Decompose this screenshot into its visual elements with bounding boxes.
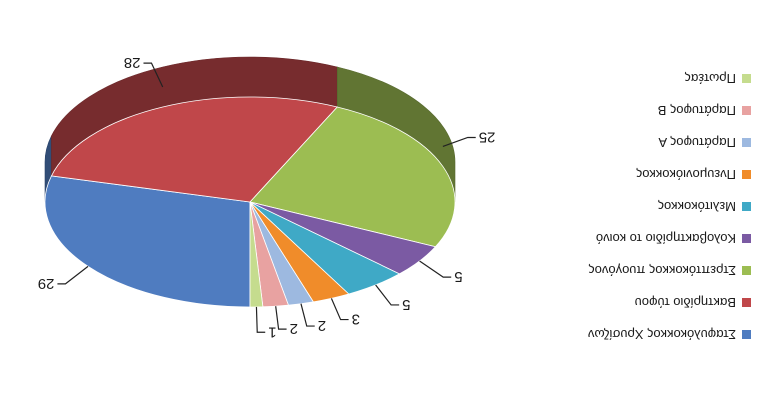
legend-swatch [742, 106, 751, 115]
legend-label: Βακτηρίδιο τύφου [635, 295, 736, 310]
value-label-7: 2 [318, 317, 326, 334]
legend-swatch [742, 202, 751, 211]
leader-line-8 [275, 306, 287, 330]
value-label-9: 1 [268, 323, 276, 340]
legend-label: Πνευμονιόκοκκος [636, 167, 736, 182]
legend-label: Στρεπτόκοκκος πυογόνος [588, 263, 736, 278]
legend-item: Πνευμονιόκοκκος [636, 167, 751, 182]
value-label-1: 29 [38, 275, 55, 292]
leader-line-2 [143, 62, 164, 88]
legend-swatch [742, 266, 751, 275]
legend-item: Πρωτέας [685, 71, 751, 86]
legend-item: Στρεπτόκοκκος πυογόνος [588, 263, 751, 278]
pie-slices [44, 96, 456, 308]
legend-swatch [742, 170, 751, 179]
pie-slice-9 [249, 201, 264, 308]
legend-label: Σταφυλόκοκκος Χρυσίζων [588, 327, 736, 342]
legend-item: Παράτυφος Α [658, 135, 751, 150]
legend-swatch [742, 234, 751, 243]
legend-item: Σταφυλόκοκκος Χρυσίζων [588, 327, 751, 342]
legend-swatch [742, 138, 751, 147]
leader-line-5 [375, 284, 400, 306]
legend-label: Παράτυφος Β [658, 103, 736, 118]
leader-line-7 [300, 303, 315, 327]
leader-lines [57, 62, 476, 333]
pie-slice-2 [50, 96, 339, 203]
leader-line-9 [255, 306, 266, 333]
legend-item: Βακτηρίδιο τύφου [635, 295, 751, 310]
legend-swatch [742, 74, 751, 83]
leader-line-4 [419, 260, 452, 278]
legend-label: Κολοβακτηρίδιο το κοινό [596, 231, 736, 246]
leader-line-6 [330, 298, 349, 321]
leader-line-1 [57, 265, 89, 285]
leader-line-3 [442, 136, 476, 147]
legend-item: Μελιτόκοκκος [658, 199, 751, 214]
pie-slice-3 [249, 106, 456, 248]
legend-label: Πρωτέας [685, 71, 736, 86]
legend-label: Μελιτόκοκκος [658, 199, 736, 214]
legend-swatch [742, 330, 751, 339]
value-label-6: 3 [352, 311, 360, 328]
value-label-8: 2 [290, 320, 298, 337]
value-label-2: 28 [124, 54, 141, 71]
legend-item: Παράτυφος Β [658, 103, 751, 118]
legend-label: Παράτυφος Α [658, 135, 736, 150]
legend-swatch [742, 298, 751, 307]
legend-item: Κολοβακτηρίδιο το κοινό [596, 231, 751, 246]
value-label-3: 25 [479, 128, 496, 145]
legend: Σταφυλόκοκκος Χρυσίζων Βακτηρίδιο τύφου Στ… [588, 71, 751, 342]
value-label-5: 5 [402, 296, 410, 313]
value-label-4: 5 [454, 268, 462, 285]
